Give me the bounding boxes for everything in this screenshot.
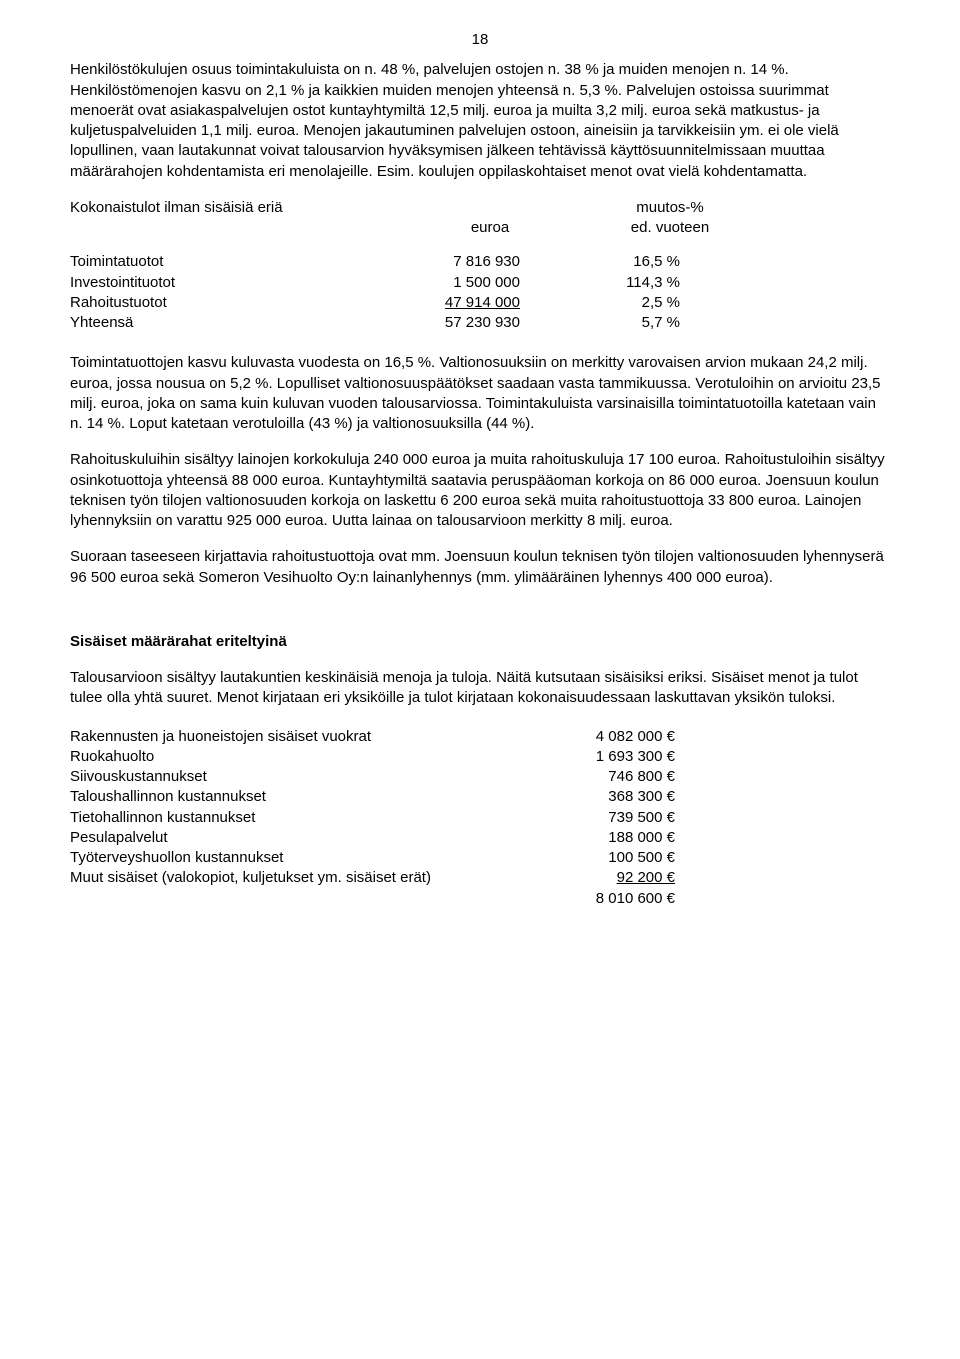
- heading-internal-appropriations: Sisäiset määrärahat eriteltyinä: [70, 632, 890, 652]
- paragraph-5: Talousarvioon sisältyy lautakuntien kesk…: [70, 668, 890, 709]
- paragraph-2: Toimintatuottojen kasvu kuluvasta vuodes…: [70, 353, 890, 434]
- table-row-total: 8 010 600 €: [70, 889, 890, 909]
- cost-label: Siivouskustannukset: [70, 767, 545, 787]
- table-row: Rakennusten ja huoneistojen sisäiset vuo…: [70, 727, 890, 747]
- cost-value: 746 800 €: [545, 767, 675, 787]
- header-left: Kokonaistulot ilman sisäisiä eriä: [70, 198, 380, 218]
- cost-label: Rakennusten ja huoneistojen sisäiset vuo…: [70, 727, 545, 747]
- cost-label: Muut sisäiset (valokopiot, kuljetukset y…: [70, 868, 545, 888]
- cost-value: 4 082 000 €: [545, 727, 675, 747]
- paragraph-1: Henkilöstökulujen osuus toimintakuluista…: [70, 60, 890, 182]
- row-value: 7 816 930: [380, 252, 520, 272]
- cost-label: Taloushallinnon kustannukset: [70, 787, 545, 807]
- header-right-top: muutos-%: [560, 198, 750, 218]
- row-label: Investointituotot: [70, 273, 380, 293]
- cost-value: 92 200 €: [545, 868, 675, 888]
- row-label: Toimintatuotot: [70, 252, 380, 272]
- header-mid2: euroa: [380, 218, 560, 238]
- table-row: Tietohallinnon kustannukset 739 500 €: [70, 808, 890, 828]
- table-row: Pesulapalvelut 188 000 €: [70, 828, 890, 848]
- costs-table: Rakennusten ja huoneistojen sisäiset vuo…: [70, 727, 890, 909]
- row-pct: 114,3 %: [520, 273, 680, 293]
- table-row: Siivouskustannukset 746 800 €: [70, 767, 890, 787]
- table-row: Investointituotot 1 500 000 114,3 %: [70, 273, 890, 293]
- header-right-bottom: ed. vuoteen: [560, 218, 750, 238]
- cost-value: 739 500 €: [545, 808, 675, 828]
- header-blank: [70, 218, 380, 238]
- paragraph-3: Rahoituskuluihin sisältyy lainojen korko…: [70, 450, 890, 531]
- table-row: Taloushallinnon kustannukset 368 300 €: [70, 787, 890, 807]
- table-row: Yhteensä 57 230 930 5,7 %: [70, 313, 890, 333]
- row-pct: 5,7 %: [520, 313, 680, 333]
- cost-value: 100 500 €: [545, 848, 675, 868]
- cost-value: 188 000 €: [545, 828, 675, 848]
- row-pct: 2,5 %: [520, 293, 680, 313]
- spacer: [70, 238, 890, 252]
- cost-label: Ruokahuolto: [70, 747, 545, 767]
- header-mid: [380, 198, 560, 218]
- table-row: Muut sisäiset (valokopiot, kuljetukset y…: [70, 868, 890, 888]
- row-label: Yhteensä: [70, 313, 380, 333]
- row-value: 1 500 000: [380, 273, 520, 293]
- row-label: Rahoitustuotot: [70, 293, 380, 313]
- row-value: 57 230 930: [380, 313, 520, 333]
- page-number: 18: [70, 30, 890, 50]
- row-pct: 16,5 %: [520, 252, 680, 272]
- row-value: 47 914 000: [380, 293, 520, 313]
- cost-total-value: 8 010 600 €: [545, 889, 675, 909]
- document-page: 18 Henkilöstökulujen osuus toimintakului…: [0, 0, 960, 949]
- income-table: Kokonaistulot ilman sisäisiä eriä muutos…: [70, 198, 890, 334]
- cost-value: 368 300 €: [545, 787, 675, 807]
- cost-total-label: [70, 889, 545, 909]
- cost-label: Työterveyshuollon kustannukset: [70, 848, 545, 868]
- table-row: Työterveyshuollon kustannukset 100 500 €: [70, 848, 890, 868]
- table-row: Rahoitustuotot 47 914 000 2,5 %: [70, 293, 890, 313]
- income-table-header: Kokonaistulot ilman sisäisiä eriä muutos…: [70, 198, 890, 218]
- cost-label: Tietohallinnon kustannukset: [70, 808, 545, 828]
- cost-label: Pesulapalvelut: [70, 828, 545, 848]
- cost-value: 1 693 300 €: [545, 747, 675, 767]
- paragraph-4: Suoraan taseeseen kirjattavia rahoitustu…: [70, 547, 890, 588]
- table-row: Ruokahuolto 1 693 300 €: [70, 747, 890, 767]
- income-table-header2: euroa ed. vuoteen: [70, 218, 890, 238]
- table-row: Toimintatuotot 7 816 930 16,5 %: [70, 252, 890, 272]
